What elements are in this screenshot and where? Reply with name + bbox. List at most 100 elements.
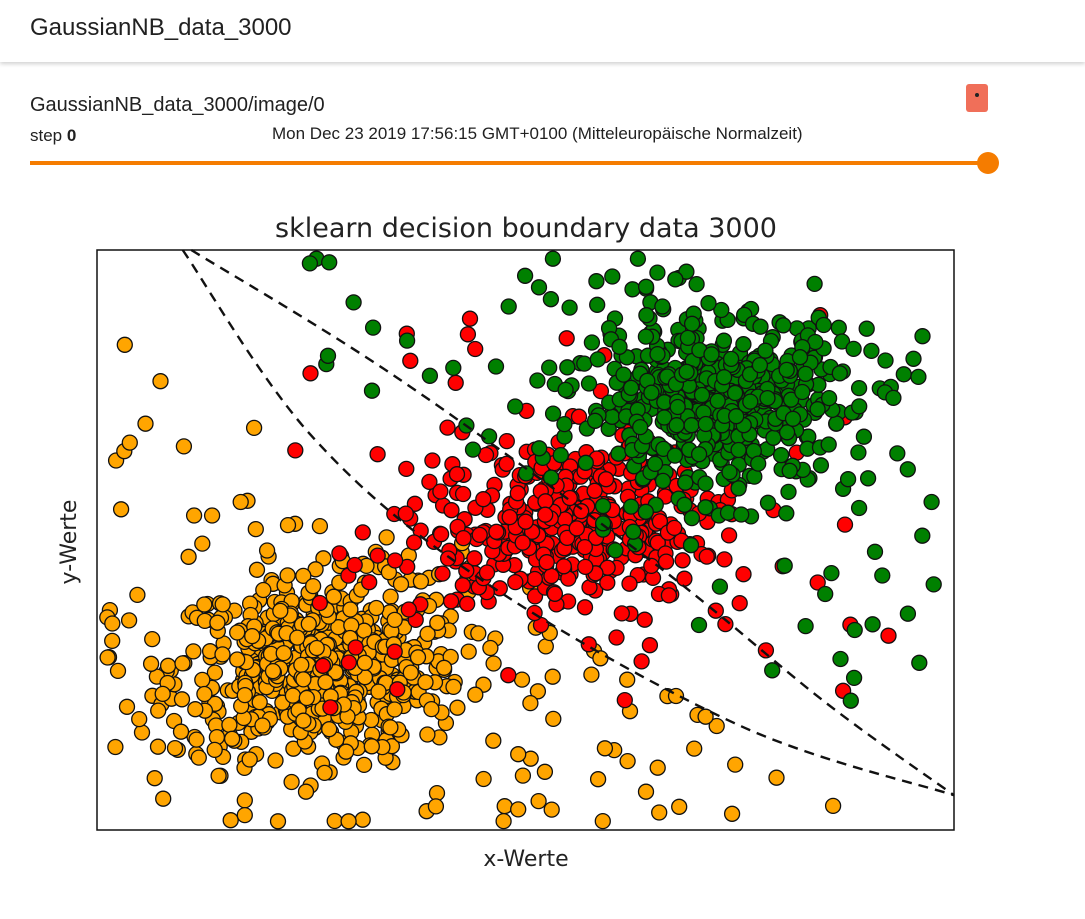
data-point [467, 340, 484, 358]
data-point [845, 340, 862, 358]
data-point [552, 446, 569, 464]
data-point [708, 717, 725, 735]
data-point [682, 537, 700, 554]
data-point [624, 281, 641, 298]
data-point [596, 740, 614, 757]
data-point [700, 295, 717, 312]
data-point [522, 694, 539, 712]
data-point [558, 529, 576, 547]
points-layer [99, 250, 942, 830]
data-point [185, 643, 202, 660]
data-point [778, 505, 795, 522]
card-menu-button[interactable] [966, 84, 988, 112]
data-point [899, 605, 917, 622]
data-point [340, 654, 358, 671]
data-point [806, 275, 823, 293]
data-point [188, 731, 205, 748]
data-point [104, 632, 121, 650]
data-point [514, 767, 532, 784]
data-point [194, 535, 211, 552]
data-point [594, 812, 611, 830]
data-point [836, 516, 854, 533]
data-point [445, 359, 462, 377]
data-point [615, 366, 632, 383]
data-point [386, 643, 403, 660]
data-point [221, 716, 238, 734]
data-point [236, 686, 253, 704]
data-point [723, 805, 741, 822]
data-point [831, 365, 848, 382]
data-point [447, 374, 464, 391]
data-point [354, 524, 371, 541]
data-point [150, 702, 167, 719]
data-point [389, 681, 406, 698]
data-point [637, 503, 654, 520]
data-point [149, 738, 167, 755]
data-point [794, 383, 811, 401]
data-point [592, 650, 609, 667]
data-point [759, 494, 777, 511]
data-point [589, 296, 606, 313]
step-slider-track[interactable] [30, 161, 988, 165]
data-point [619, 671, 636, 688]
data-point [671, 798, 688, 815]
data-point [531, 440, 548, 457]
data-point [649, 759, 666, 776]
data-point [321, 254, 338, 271]
data-point [833, 333, 851, 350]
data-point [254, 717, 271, 734]
data-point [866, 543, 884, 560]
data-point [455, 529, 472, 547]
data-point [603, 408, 621, 425]
data-point [757, 642, 775, 659]
data-point [619, 752, 636, 770]
data-point [592, 382, 610, 400]
data-point [722, 350, 740, 368]
data-point [823, 564, 840, 582]
data-point [730, 441, 747, 459]
data-point [683, 417, 700, 434]
data-point [676, 570, 693, 587]
data-point [203, 507, 221, 524]
data-point [482, 639, 499, 657]
data-point [419, 726, 436, 743]
data-point [498, 455, 515, 472]
data-point [559, 359, 576, 376]
data-point [877, 352, 894, 369]
data-point [910, 368, 927, 386]
data-point [726, 384, 744, 402]
data-point [874, 567, 891, 584]
data-point [442, 593, 460, 610]
data-point [654, 472, 672, 490]
data-point [409, 649, 427, 666]
data-point [454, 485, 472, 503]
data-point [850, 444, 867, 461]
data-point [832, 650, 849, 668]
data-point [500, 298, 517, 315]
data-point [398, 460, 415, 478]
data-point [555, 558, 572, 575]
data-point [828, 415, 845, 432]
data-point [576, 538, 593, 556]
data-point [475, 770, 492, 788]
data-point [536, 763, 554, 780]
data-point [765, 429, 782, 446]
data-point [326, 812, 343, 830]
step-slider-knob[interactable] [977, 152, 999, 174]
data-point [778, 424, 796, 441]
data-point [686, 740, 703, 757]
data-point [485, 732, 502, 749]
data-point [637, 278, 655, 295]
data-point [880, 627, 897, 644]
data-point [448, 466, 466, 483]
data-point [279, 567, 296, 584]
data-point [683, 509, 701, 527]
data-point [544, 250, 562, 267]
data-point [583, 666, 600, 683]
data-point [667, 271, 684, 288]
data-point [544, 668, 561, 685]
data-point [159, 657, 177, 674]
data-point [460, 643, 477, 660]
data-point [315, 550, 332, 567]
data-point [131, 710, 148, 728]
